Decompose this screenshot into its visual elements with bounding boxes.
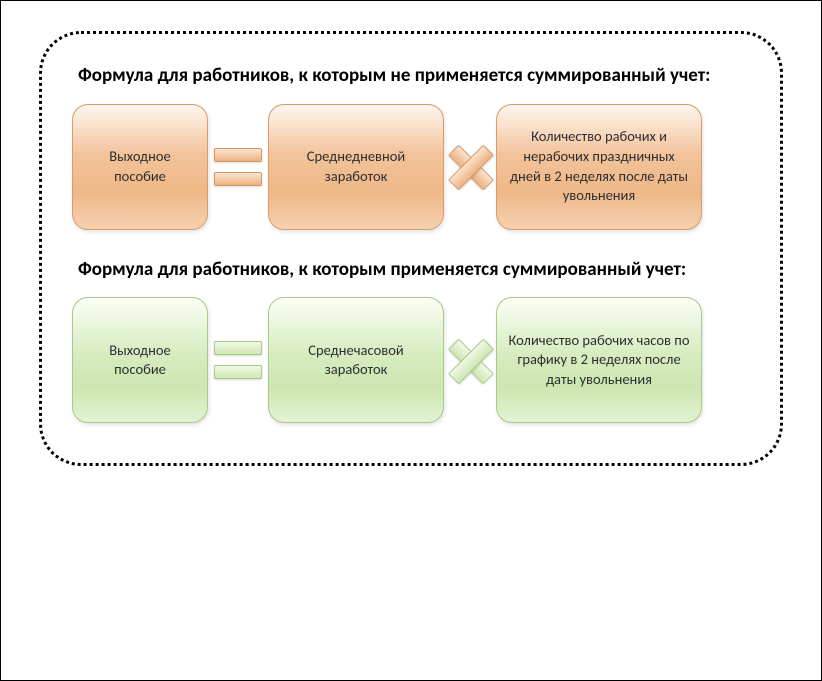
box-result-orange: Выходное пособие (72, 104, 208, 230)
multiply-icon (450, 340, 490, 380)
box-hourly-earnings: Среднечасовой заработок (268, 297, 444, 423)
document-frame: Формула для работников, к которым не при… (0, 0, 822, 681)
multiply-icon (450, 147, 490, 187)
equals-icon (214, 148, 262, 186)
box-daily-earnings: Среднедневной заработок (268, 104, 444, 230)
heading-summed: Формула для работников, к которым примен… (78, 256, 758, 284)
formula-row-non-summed: Выходное пособие Среднедневной заработок… (72, 104, 758, 230)
formulas-panel: Формула для работников, к которым не при… (39, 31, 783, 466)
formula-row-summed: Выходное пособие Среднечасовой заработок… (72, 297, 758, 423)
box-hours-count: Количество рабочих часов по графику в 2 … (496, 297, 702, 423)
equals-icon (214, 341, 262, 379)
box-days-count: Количество рабочих и нерабочих праздничн… (496, 104, 702, 230)
box-result-green: Выходное пособие (72, 297, 208, 423)
heading-non-summed: Формула для работников, к которым не при… (78, 62, 758, 90)
